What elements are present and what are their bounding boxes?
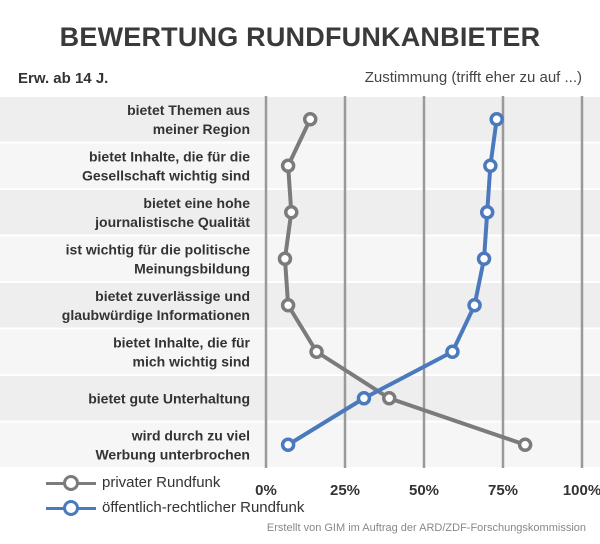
x-tick-label: 75% bbox=[488, 482, 518, 499]
data-point bbox=[277, 251, 293, 266]
legend-label-private: privater Rundfunk bbox=[102, 474, 221, 491]
row-band bbox=[0, 376, 600, 421]
x-tick-label: 50% bbox=[409, 482, 439, 499]
row-band bbox=[0, 190, 600, 235]
category-label: bietet Themen aus meiner Region bbox=[127, 102, 250, 137]
data-point bbox=[445, 344, 460, 359]
data-point bbox=[483, 158, 498, 173]
category-label-line: ist wichtig für die politische bbox=[66, 241, 251, 257]
legend: privater Rundfunk öffentlich-rechtlicher… bbox=[46, 470, 304, 520]
data-point bbox=[479, 205, 495, 220]
legend-label-public: öffentlich-rechtlicher Rundfunk bbox=[102, 499, 305, 516]
data-point bbox=[381, 391, 397, 406]
row-band bbox=[0, 143, 600, 188]
category-label-line: bietet eine hohe bbox=[143, 195, 250, 211]
category-label-line: Gesellschaft wichtig sind bbox=[82, 167, 250, 183]
x-tick-label: 100% bbox=[563, 482, 600, 499]
category-label-line: glaubwürdige Informationen bbox=[62, 307, 250, 323]
measure-note: Zustimmung (trifft eher zu auf ...) bbox=[364, 69, 582, 86]
category-label-line: Meinungsbildung bbox=[134, 260, 250, 276]
data-point bbox=[280, 158, 296, 173]
row-band bbox=[0, 329, 600, 374]
category-label: wird durch zu viel Werbung unterbrochen bbox=[95, 427, 250, 462]
data-point bbox=[356, 391, 372, 406]
x-tick-labels: 0% 25% 50% 75% 100% bbox=[255, 482, 600, 499]
chart-title: BEWERTUNG RUNDFUNKANBIETER bbox=[59, 22, 541, 52]
category-label-line: bietet Inhalte, die für die bbox=[89, 148, 250, 164]
grid-lines bbox=[264, 96, 584, 468]
category-label-line: Werbung unterbrochen bbox=[95, 446, 250, 462]
data-point bbox=[280, 437, 296, 452]
category-label-line: bietet gute Unterhaltung bbox=[88, 390, 250, 406]
category-label: bietet zuverlässige und glaubwürdige Info… bbox=[62, 288, 250, 323]
data-point bbox=[284, 205, 299, 220]
x-tick-label: 0% bbox=[255, 482, 277, 499]
row-band bbox=[0, 97, 600, 142]
category-label: bietet Inhalte, die für die Gesellschaft … bbox=[82, 148, 250, 183]
data-point bbox=[489, 112, 504, 127]
data-point bbox=[476, 251, 492, 266]
legend-item-public: öffentlich-rechtlicher Rundfunk bbox=[46, 495, 304, 520]
category-label: bietet gute Unterhaltung bbox=[88, 390, 250, 406]
category-label-line: wird durch zu viel bbox=[131, 427, 250, 443]
legend-swatch-private bbox=[46, 474, 96, 491]
data-point bbox=[280, 298, 296, 313]
category-label: bietet Inhalte, die für mich wichtig sind bbox=[113, 334, 250, 369]
data-point bbox=[467, 298, 482, 313]
population-note: Erw. ab 14 J. bbox=[18, 70, 109, 87]
data-point bbox=[309, 344, 324, 359]
category-label: bietet eine hohe journalistische Qualität bbox=[94, 195, 250, 230]
data-point bbox=[517, 437, 533, 452]
category-label-line: mich wichtig sind bbox=[133, 353, 250, 369]
x-tick-label: 25% bbox=[330, 482, 360, 499]
data-point bbox=[302, 112, 318, 127]
row-band bbox=[0, 236, 600, 281]
row-bands bbox=[0, 97, 600, 467]
category-label: ist wichtig für die politische Meinungsbi… bbox=[66, 241, 251, 276]
legend-item-private: privater Rundfunk bbox=[46, 470, 304, 495]
category-label-line: meiner Region bbox=[153, 121, 250, 137]
source-credit: Erstellt von GIM im Auftrag der ARD/ZDF-… bbox=[266, 522, 586, 534]
category-label-line: bietet Inhalte, die für bbox=[113, 334, 250, 350]
row-band bbox=[0, 422, 600, 467]
series-group bbox=[277, 112, 533, 452]
category-label-line: journalistische Qualität bbox=[94, 214, 250, 230]
legend-swatch-public bbox=[46, 499, 96, 516]
category-label-line: bietet Themen aus bbox=[127, 102, 250, 118]
row-band bbox=[0, 283, 600, 328]
series-line-1 bbox=[287, 118, 499, 447]
category-labels: bietet Themen aus meiner Region bietet Inh… bbox=[62, 102, 251, 463]
category-label-line: bietet zuverlässige und bbox=[95, 288, 250, 304]
